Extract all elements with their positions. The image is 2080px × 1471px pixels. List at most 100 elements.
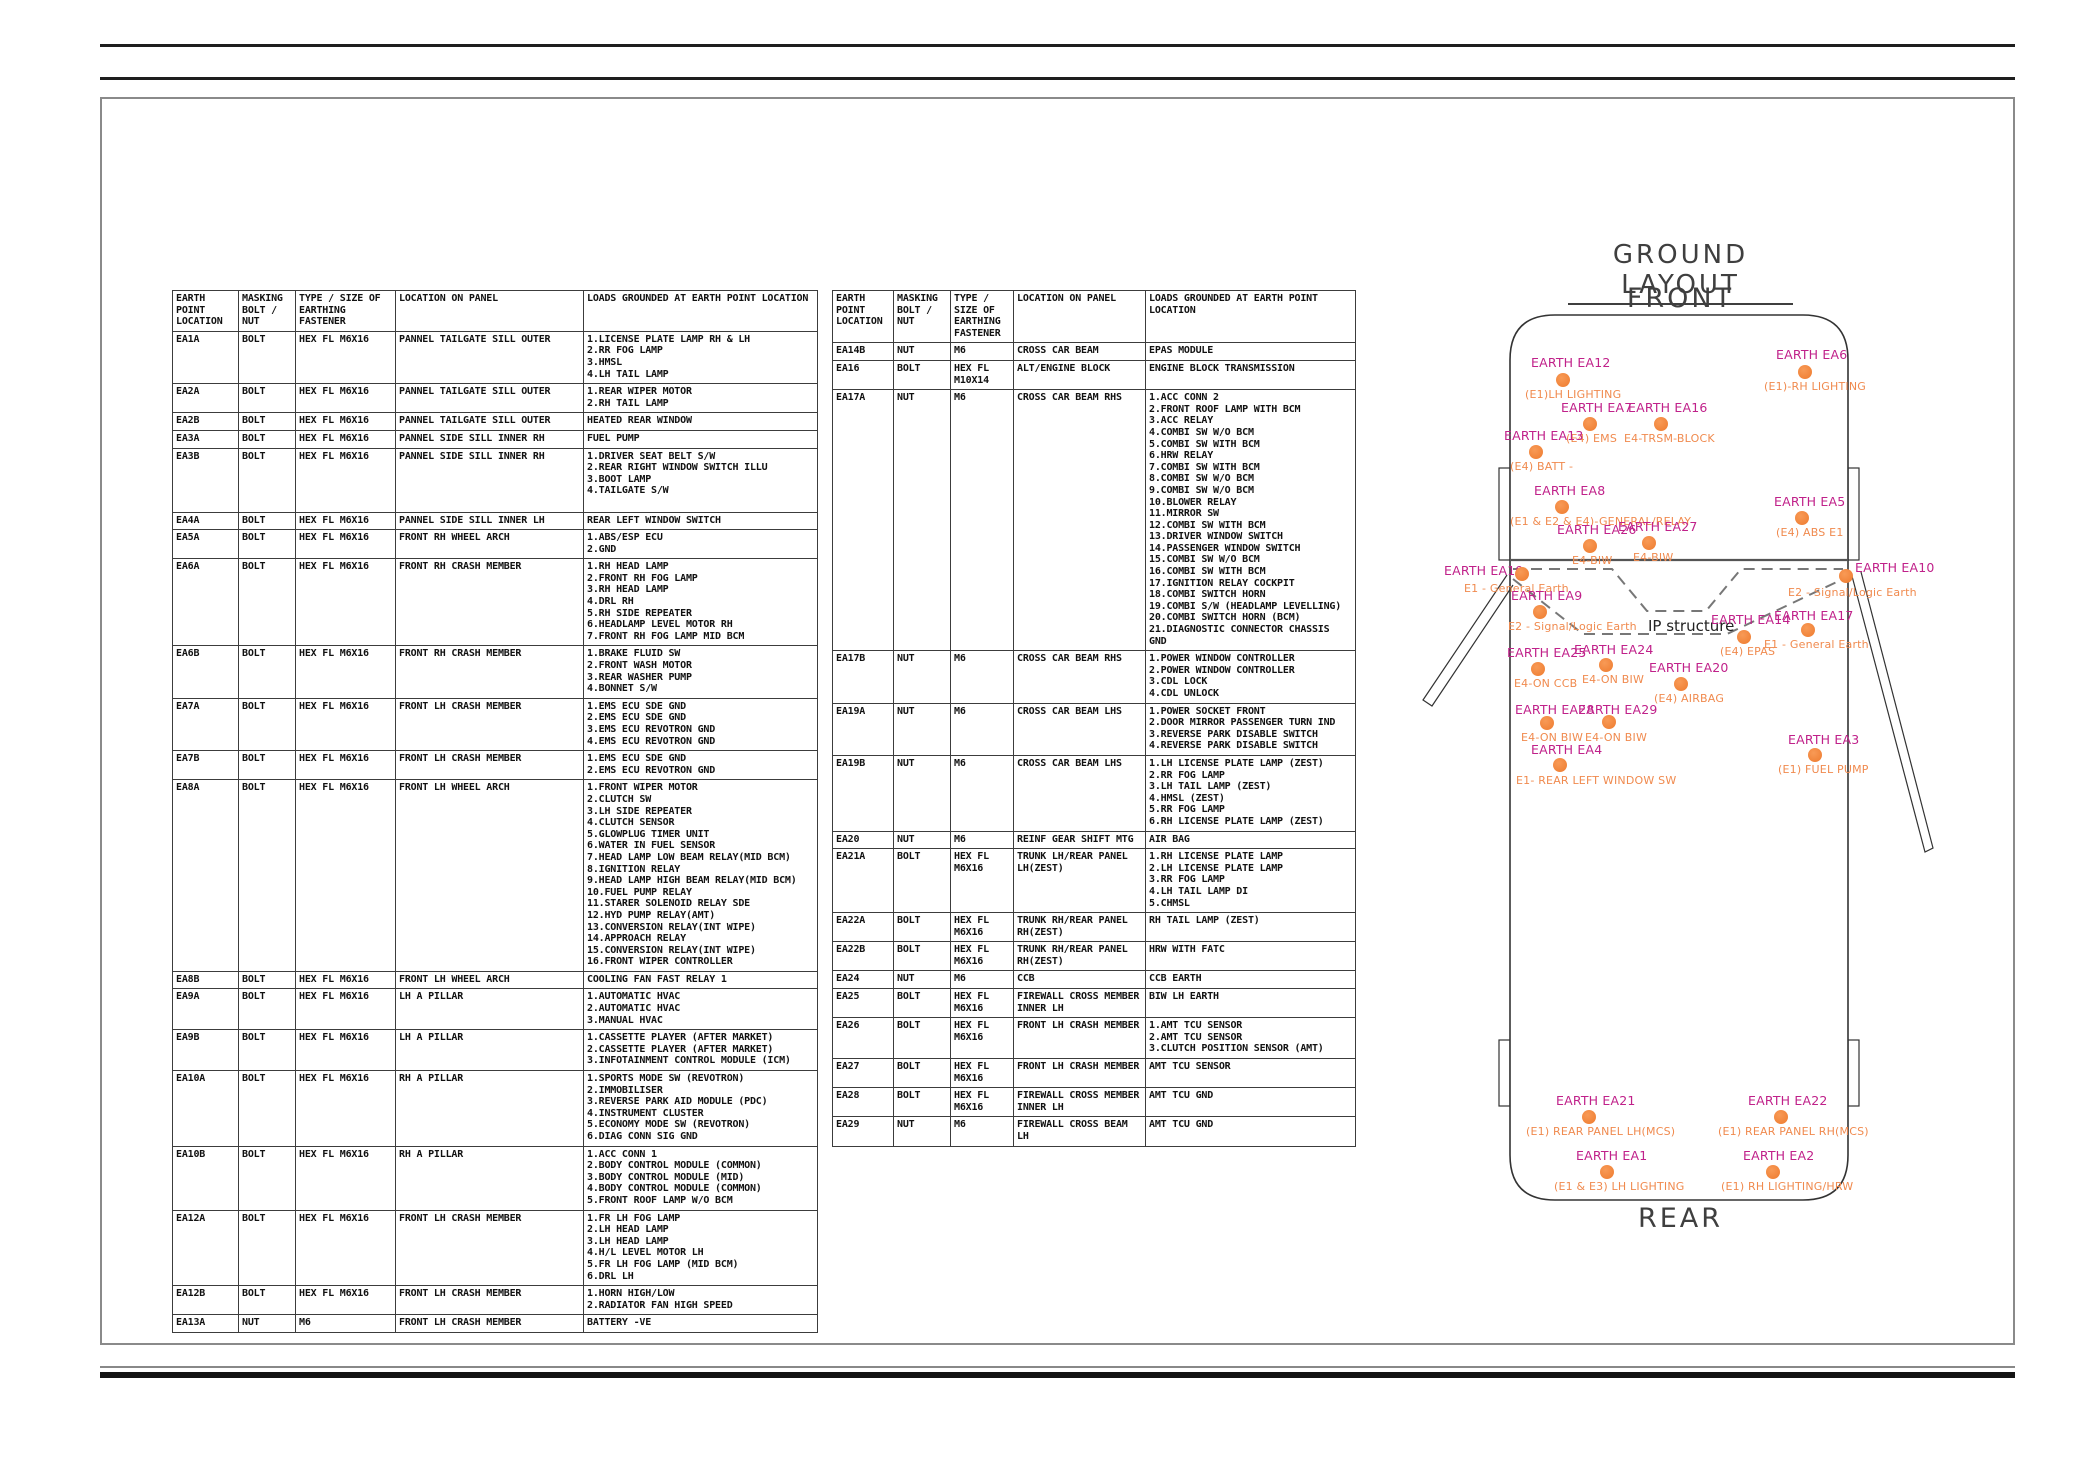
bolt-nut-cell: NUT (893, 1116, 951, 1147)
load-line: 4.HMSL (ZEST) (1149, 792, 1225, 804)
drawing-frame (100, 97, 2015, 1345)
load-line: 5.ECONOMY MODE SW (REVOTRON) (587, 1119, 750, 1131)
earth-point-dot (1529, 445, 1543, 459)
earth-point-dot (1582, 1110, 1596, 1124)
fastener-cell: HEX FL M6X16 (295, 750, 396, 781)
location-cell: FRONT LH CRASH MEMBER (1013, 1017, 1146, 1060)
earth-point-dot (1533, 605, 1547, 619)
table-row: EA4A BOLT HEX FL M6X16 PANNEL SIDE SILL INN… (172, 511, 818, 531)
table-row: EA28 BOLT HEX FL M6X16 FIREWALL CROSS MEMBE… (832, 1087, 1356, 1118)
location-cell: FRONT LH WHEEL ARCH (395, 970, 584, 990)
load-line: 12.HYD PUMP RELAY(AMT) (587, 909, 716, 921)
earth-point-cell: EA7A (172, 697, 239, 752)
table-row: EA8A BOLT HEX FL M6X16 FRONT LH WHEEL ARCH 1… (172, 779, 818, 972)
earth-point-label: EARTH EA5 (1774, 494, 1846, 509)
load-line: 2.RH TAIL LAMP (587, 397, 669, 409)
load-line: 17.IGNITION RELAY COCKPIT (1149, 577, 1295, 589)
fastener-cell: HEX FL M6X16 (295, 1029, 396, 1072)
load-line: 13.CONVERSION RELAY(INT WIPE) (587, 921, 756, 933)
table-row: EA17A NUT M6 CROSS CAR BEAM RHS 1.ACC CONN 2… (832, 389, 1356, 652)
column-header: LOADS GROUNDED AT EARTH POINT LOCATION (1145, 289, 1356, 344)
earth-point-label: EARTH EA1 (1576, 1148, 1648, 1163)
load-line: 1.RH HEAD LAMP (587, 561, 669, 573)
location-cell: FRONT LH CRASH MEMBER (395, 697, 584, 752)
fastener-cell: HEX FL M6X16 (295, 645, 396, 699)
table-row: EA6B BOLT HEX FL M6X16 FRONT RH CRASH MEMBE… (172, 645, 818, 699)
load-line: 2.REAR RIGHT WINDOW SWITCH ILLU (587, 462, 768, 474)
earth-point-sublabel: (E4) EPAS (1720, 645, 1776, 658)
load-line: 1.EMS ECU SDE GND (587, 753, 686, 765)
table-row: EA3B BOLT HEX FL M6X16 PANNEL SIDE SILL INN… (172, 447, 818, 513)
earth-point-sublabel: (E1 & E3) LH LIGHTING (1554, 1180, 1685, 1193)
earth-table-left: EARTH POINT LOCATION MASKING BOLT / NUT TY… (172, 290, 818, 1333)
fastener-cell: HEX FL M6X16 (295, 1285, 396, 1316)
table-row: EA3A BOLT HEX FL M6X16 PANNEL SIDE SILL INN… (172, 429, 818, 449)
location-cell: TRUNK LH/REAR PANEL LH(ZEST) (1013, 848, 1146, 914)
bolt-nut-cell: BOLT (238, 1209, 296, 1287)
bolt-nut-cell: BOLT (238, 429, 296, 449)
load-line: 12.COMBI SW WITH BCM (1149, 519, 1266, 531)
loads-cell: 1.HORN HIGH/LOW 2.RADIATOR FAN HIGH SPEED (583, 1285, 818, 1316)
load-line: BATTERY -VE (587, 1317, 652, 1329)
earth-point-cell: EA24 (832, 970, 894, 990)
load-line: AMT TCU GND (1149, 1119, 1214, 1131)
table-row: EA10B BOLT HEX FL M6X16 RH A PILLAR 1.ACC CO… (172, 1145, 818, 1211)
location-cell: FRONT RH WHEEL ARCH (395, 529, 584, 560)
table-row: EA8B BOLT HEX FL M6X16 FRONT LH WHEEL ARCH C… (172, 970, 818, 990)
bolt-nut-cell: BOLT (238, 988, 296, 1031)
earth-point-cell: EA10A (172, 1070, 239, 1147)
bolt-nut-cell: NUT (893, 754, 951, 832)
earth-table-right: EARTH POINT LOCATION MASKING BOLT / NUT TY… (832, 289, 1356, 1147)
fastener-cell: HEX FL M6X16 (295, 558, 396, 647)
earth-point-sublabel: (E1)-RH LIGHTING (1764, 380, 1866, 393)
table-row: EA27 BOLT HEX FL M6X16 FRONT LH CRASH MEMBE… (832, 1058, 1356, 1089)
load-line: 1.HORN HIGH/LOW (587, 1288, 675, 1300)
load-line: 9.HEAD LAMP HIGH BEAM RELAY(MID BCM) (587, 875, 797, 887)
earth-point-dot (1795, 511, 1809, 525)
earth-point-dot (1583, 417, 1597, 431)
location-cell: FRONT LH CRASH MEMBER (395, 1314, 584, 1333)
fastener-cell: HEX FL M6X16 (295, 511, 396, 531)
location-cell: PANNEL SIDE SILL INNER LH (395, 511, 584, 531)
bolt-nut-cell: BOLT (238, 750, 296, 781)
load-line: 3.MANUAL HVAC (587, 1014, 663, 1026)
earth-point-label: EARTH EA29 (1578, 702, 1658, 717)
earth-point-dot (1531, 662, 1545, 676)
earth-point-cell: EA19B (832, 754, 894, 832)
earth-point-cell: EA17B (832, 650, 894, 704)
earth-point-cell: EA6B (172, 645, 239, 699)
load-line: 8.COMBI SW W/O BCM (1149, 473, 1254, 485)
earth-point-cell: EA25 (832, 988, 894, 1019)
load-line: FUEL PUMP (587, 432, 640, 444)
earth-point-cell: EA17A (832, 389, 894, 652)
earth-point-sublabel: (E4) EMS (1566, 432, 1618, 445)
fastener-cell: HEX FL M6X16 (295, 1145, 396, 1211)
earth-point-cell: EA10B (172, 1145, 239, 1211)
load-line: 1.AMT TCU SENSOR (1149, 1020, 1243, 1032)
loads-cell: AIR BAG (1145, 830, 1356, 850)
top-rule-outer (100, 44, 2015, 47)
earth-point-cell: EA4A (172, 511, 239, 531)
location-cell: FRONT LH CRASH MEMBER (395, 750, 584, 781)
load-line: 4.DRL RH (587, 596, 634, 608)
table-row: EA7A BOLT HEX FL M6X16 FRONT LH CRASH MEMBE… (172, 697, 818, 752)
loads-cell: HEATED REAR WINDOW (583, 412, 818, 431)
load-line: 4.COMBI SW W/O BCM (1149, 426, 1254, 438)
header-row: EARTH POINT LOCATION MASKING BOLT / NUT TY… (832, 289, 1356, 344)
load-line: 4.INSTRUMENT CLUSTER (587, 1107, 704, 1119)
rear-label: REAR (1637, 1203, 1724, 1234)
load-line: 2.FRONT RH FOG LAMP (587, 572, 698, 584)
loads-cell: 1.ABS/ESP ECU 2.GND (583, 529, 818, 560)
earth-point-sublabel: E4-ON BIW (1582, 673, 1645, 686)
earth-point-sublabel: (E4) BATT - (1510, 460, 1574, 473)
earth-point-cell: EA16 (832, 359, 894, 391)
earth-point-cell: EA12A (172, 1209, 239, 1287)
earth-point-dot (1555, 500, 1569, 514)
loads-cell: 1.EMS ECU SDE GND 2.EMS ECU REVOTRON GND (583, 750, 818, 781)
earth-point-label: EARTH EA17 (1774, 608, 1854, 623)
fastener-cell: M6 (950, 754, 1014, 832)
fastener-cell: HEX FL M6X16 (295, 330, 396, 385)
table-row: EA26 BOLT HEX FL M6X16 FRONT LH CRASH MEMBE… (832, 1017, 1356, 1060)
table-row: EA12B BOLT HEX FL M6X16 FRONT LH CRASH MEMB… (172, 1285, 818, 1316)
load-line: 7.HEAD LAMP LOW BEAM RELAY(MID BCM) (587, 851, 791, 863)
